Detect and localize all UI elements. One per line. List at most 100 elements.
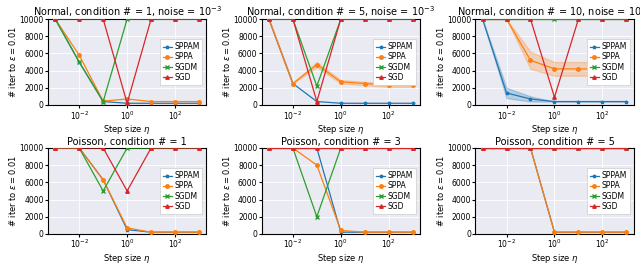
SPPAM <box>550 231 558 234</box>
Title: Normal, condition # = 1, noise = $10^{-3}$: Normal, condition # = 1, noise = $10^{-3… <box>33 4 221 19</box>
SGD <box>598 17 606 21</box>
SPPA <box>289 146 297 150</box>
SGDM <box>623 17 630 21</box>
SPPA <box>313 163 321 167</box>
SPPA <box>623 67 630 70</box>
Line: SGD: SGD <box>54 17 201 105</box>
SPPA <box>289 82 297 85</box>
SPPAM <box>124 228 131 231</box>
X-axis label: Step size $\eta$: Step size $\eta$ <box>317 252 365 265</box>
SPPAM <box>195 231 203 234</box>
SGD <box>124 102 131 105</box>
SPPAM <box>289 146 297 150</box>
SPPA <box>385 84 392 87</box>
SGD <box>289 17 297 21</box>
Y-axis label: # iter to $\varepsilon = 0.01$: # iter to $\varepsilon = 0.01$ <box>7 26 18 98</box>
SGD <box>502 146 510 150</box>
Line: SPPA: SPPA <box>481 17 628 71</box>
SGDM <box>409 17 417 21</box>
SGD <box>623 146 630 150</box>
SPPA <box>598 231 606 234</box>
SPPA <box>76 54 83 57</box>
SPPAM <box>598 100 606 103</box>
SGD <box>575 146 582 150</box>
SGDM <box>337 146 344 150</box>
SGD <box>195 17 203 21</box>
X-axis label: Step size $\eta$: Step size $\eta$ <box>531 123 579 136</box>
Line: SGD: SGD <box>267 146 415 150</box>
SPPA <box>147 100 155 103</box>
SGDM <box>385 146 392 150</box>
SGD <box>527 146 534 150</box>
SGDM <box>409 146 417 150</box>
SGDM <box>147 17 155 21</box>
SPPAM <box>99 178 107 181</box>
SPPAM <box>313 100 321 103</box>
SGDM <box>51 146 59 150</box>
SGDM <box>527 17 534 21</box>
Legend: SPPAM, SPPA, SGDM, SGD: SPPAM, SPPA, SGDM, SGD <box>159 168 202 214</box>
SGD <box>124 189 131 193</box>
SGD <box>337 17 344 21</box>
SPPA <box>337 80 344 84</box>
SPPA <box>265 146 273 150</box>
Line: SPPAM: SPPAM <box>481 146 628 234</box>
SGD <box>409 146 417 150</box>
SPPAM <box>361 102 369 105</box>
SPPAM <box>479 146 486 150</box>
SPPA <box>124 226 131 230</box>
SGD <box>502 17 510 21</box>
SGD <box>172 17 179 21</box>
Line: SPPAM: SPPAM <box>481 17 628 103</box>
SPPAM <box>337 102 344 105</box>
SPPA <box>99 178 107 181</box>
SPPAM <box>147 102 155 105</box>
SPPAM <box>527 97 534 101</box>
Line: SPPA: SPPA <box>267 17 415 87</box>
SGD <box>385 17 392 21</box>
SPPAM <box>409 102 417 105</box>
SGDM <box>527 146 534 150</box>
X-axis label: Step size $\eta$: Step size $\eta$ <box>317 123 365 136</box>
SPPAM <box>623 100 630 103</box>
SGDM <box>289 146 297 150</box>
SPPAM <box>172 102 179 105</box>
Line: SPPA: SPPA <box>481 146 628 234</box>
SPPA <box>76 146 83 150</box>
Line: SGDM: SGDM <box>481 146 628 150</box>
SPPA <box>265 17 273 21</box>
SGD <box>147 17 155 21</box>
Title: Poisson, condition # = 5: Poisson, condition # = 5 <box>495 137 614 147</box>
SPPA <box>623 231 630 234</box>
SGDM <box>502 17 510 21</box>
SGDM <box>195 17 203 21</box>
Legend: SPPAM, SPPA, SGDM, SGD: SPPAM, SPPA, SGDM, SGD <box>587 168 630 214</box>
SGD <box>409 17 417 21</box>
Line: SGD: SGD <box>481 17 628 99</box>
SGD <box>550 146 558 150</box>
SGD <box>289 146 297 150</box>
SGD <box>623 17 630 21</box>
SGDM <box>385 17 392 21</box>
SPPAM <box>527 146 534 150</box>
SGD <box>51 146 59 150</box>
Legend: SPPAM, SPPA, SGDM, SGD: SPPAM, SPPA, SGDM, SGD <box>587 39 630 85</box>
Line: SGDM: SGDM <box>54 146 201 193</box>
SPPA <box>361 82 369 85</box>
SGDM <box>550 17 558 21</box>
SPPA <box>172 231 179 234</box>
SPPA <box>51 146 59 150</box>
Y-axis label: # iter to $\varepsilon = 0.01$: # iter to $\varepsilon = 0.01$ <box>435 155 445 227</box>
SGD <box>195 146 203 150</box>
SPPAM <box>502 146 510 150</box>
Y-axis label: # iter to $\varepsilon = 0.01$: # iter to $\varepsilon = 0.01$ <box>7 155 18 227</box>
SPPA <box>51 17 59 21</box>
SGDM <box>337 17 344 21</box>
SGDM <box>265 17 273 21</box>
Line: SGD: SGD <box>267 17 415 103</box>
SPPA <box>385 231 392 234</box>
Legend: SPPAM, SPPA, SGDM, SGD: SPPAM, SPPA, SGDM, SGD <box>373 168 416 214</box>
SPPAM <box>51 146 59 150</box>
SPPA <box>172 100 179 103</box>
SPPAM <box>361 231 369 234</box>
